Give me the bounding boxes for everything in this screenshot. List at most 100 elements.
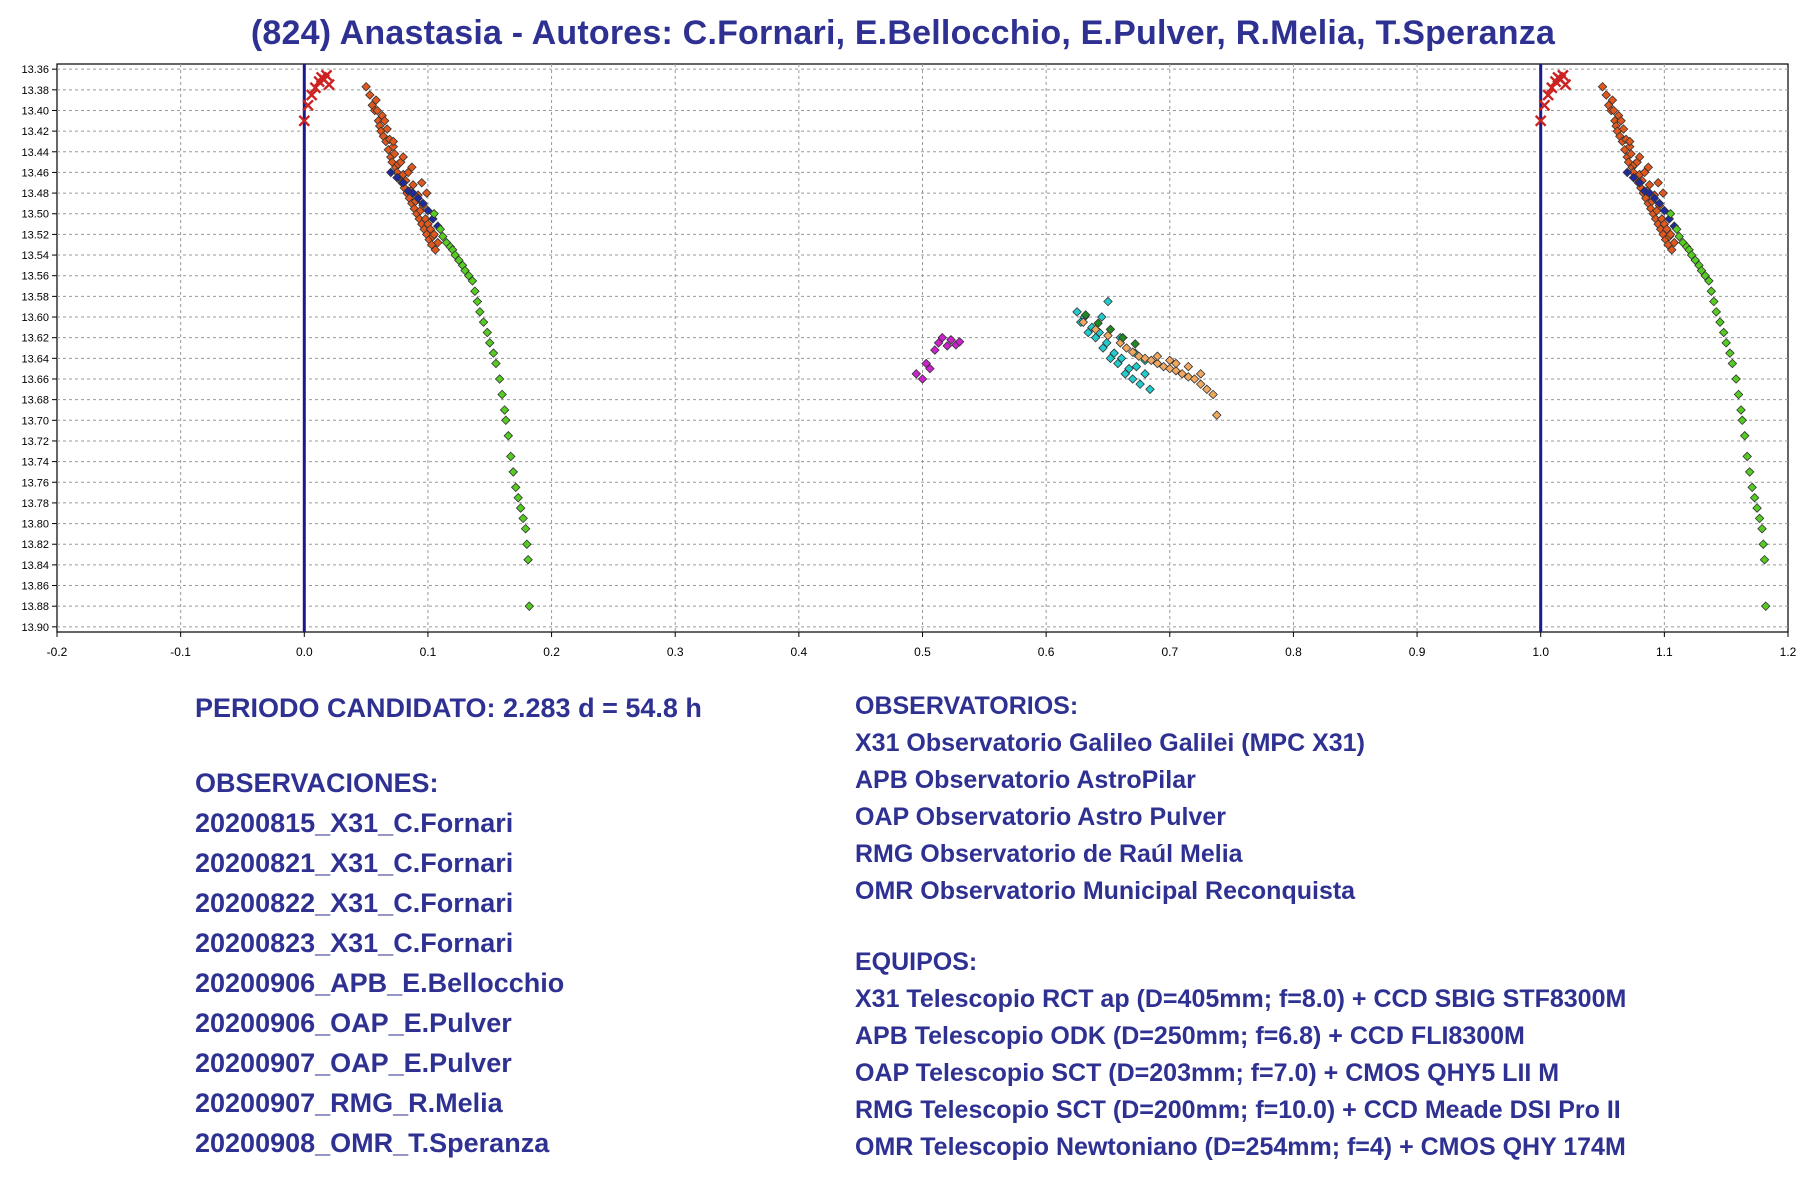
observation-item: 20200907_RMG_R.Melia [195,1088,503,1118]
data-point [1709,296,1719,307]
data-point [478,317,489,327]
data-point [1202,384,1212,395]
data-point [398,177,408,188]
data-point [510,482,521,493]
data-point [946,334,956,345]
observation-item: 20200907_OAP_E.Pulver [195,1048,512,1078]
observatory-item: APB Observatorio AstroPilar [855,766,1196,794]
data-point [1195,369,1206,379]
data-point [911,369,922,379]
axis-ticks: -0.2 -0.1 0.0 0.1 0.2 0.3 0.4 0.5 0.6 0.7 0.8 0.9 1.… [21,64,1796,659]
data-point [1545,81,1558,94]
observatory-item: OMR Observatorio Municipal Reconquista [855,877,1356,905]
x-tick-label: 0.7 [1161,645,1178,659]
data-point [1072,307,1082,317]
x-tick-label: -0.1 [170,645,191,659]
data-point [1742,451,1752,462]
data-point [1736,405,1746,415]
x-tick-label: 1.0 [1532,645,1549,659]
data-point [508,467,519,477]
data-point [1140,369,1150,379]
y-tick-label: 13.50 [21,209,49,221]
y-tick-label: 13.76 [21,477,49,489]
x-tick-label: 0.5 [914,645,931,659]
data-point [1644,188,1655,198]
observation-item: 20200908_OMR_T.Speranza [195,1128,550,1158]
equipment-item: OMR Telescopio Newtoniano (D=254mm; f=4)… [855,1133,1626,1161]
data-point [1725,348,1735,358]
data-point [1093,318,1103,328]
data-point [1135,379,1145,389]
data-point [323,78,335,91]
data-point [1116,353,1127,364]
y-tick-label: 13.88 [21,601,49,613]
data-point [429,208,439,219]
x-tick-label: 0.1 [420,645,437,659]
data-point [386,167,396,178]
right-info-panel: OBSERVATORIOS: X31 Observatorio Galileo … [855,688,1626,1166]
data-point [1649,193,1660,204]
data-point [1208,389,1218,400]
y-tick-label: 13.90 [21,622,49,634]
data-point [1165,355,1175,366]
data-point [1634,177,1645,188]
data-point [501,415,511,426]
y-tick-label: 13.46 [21,167,49,179]
x-tick-label: 0.2 [543,645,560,659]
data-point [1665,208,1676,219]
data-point [1538,99,1551,112]
data-point [1639,186,1650,196]
data-point [1090,324,1101,335]
equipment-item: X31 Telescopio RCT ap (D=405mm; f=8.0) +… [855,985,1627,1013]
observatories-header: OBSERVATORIOS: [855,692,1079,720]
data-point [1177,369,1187,379]
data-point [499,405,510,415]
data-point [1145,384,1155,395]
data-point [1739,431,1750,441]
data-point [1643,162,1654,173]
data-point [503,431,514,441]
observatory-item: X31 Observatorio Galileo Galilei (MPC X3… [855,729,1365,757]
period-label: PERIODO CANDIDATO: 2.283 d = 54.8 h [195,693,702,723]
data-point [1097,312,1107,322]
data-point [1212,410,1222,420]
left-info-panel: PERIODO CANDIDATO: 2.283 d = 54.8 h OBSE… [195,688,702,1163]
y-tick-label: 13.48 [21,188,49,200]
data-point [1189,374,1200,384]
data-point [1127,374,1138,384]
data-points [298,69,1771,611]
y-tick-label: 13.82 [21,539,49,551]
data-point [398,152,408,162]
y-tick-label: 13.68 [21,395,49,407]
data-point [1744,467,1755,477]
data-point [491,358,501,369]
data-point [470,286,480,296]
observation-item: 20200906_APB_E.Bellocchio [195,968,565,998]
x-tick-label: 0.4 [791,645,808,659]
data-point [1757,523,1767,534]
data-point [1715,317,1725,327]
data-point [475,307,485,317]
data-point [488,348,499,358]
data-point [1749,492,1760,503]
y-tick-label: 13.74 [21,457,49,469]
y-tick-label: 13.58 [21,291,49,303]
data-point [522,539,532,549]
data-point [388,136,399,147]
data-point [1080,310,1091,320]
observations-header: OBSERVACIONES: [195,768,439,798]
chart-title: (824) Anastasia - Autores: C.Fornari, E.… [250,14,1556,52]
data-point [1754,513,1765,524]
data-point [1671,224,1682,235]
data-point [1747,482,1757,493]
data-point [1118,332,1128,343]
data-point [302,99,314,112]
x-tick-label: 0.6 [1038,645,1055,659]
data-point [1618,124,1629,134]
data-point [1101,338,1112,348]
data-point [494,374,505,384]
data-point [1171,358,1181,369]
y-tick-label: 13.64 [21,353,49,365]
y-tick-label: 13.40 [21,105,49,117]
equipment-item: OAP Telescopio SCT (D=203mm; f=7.0) + CM… [855,1059,1560,1087]
